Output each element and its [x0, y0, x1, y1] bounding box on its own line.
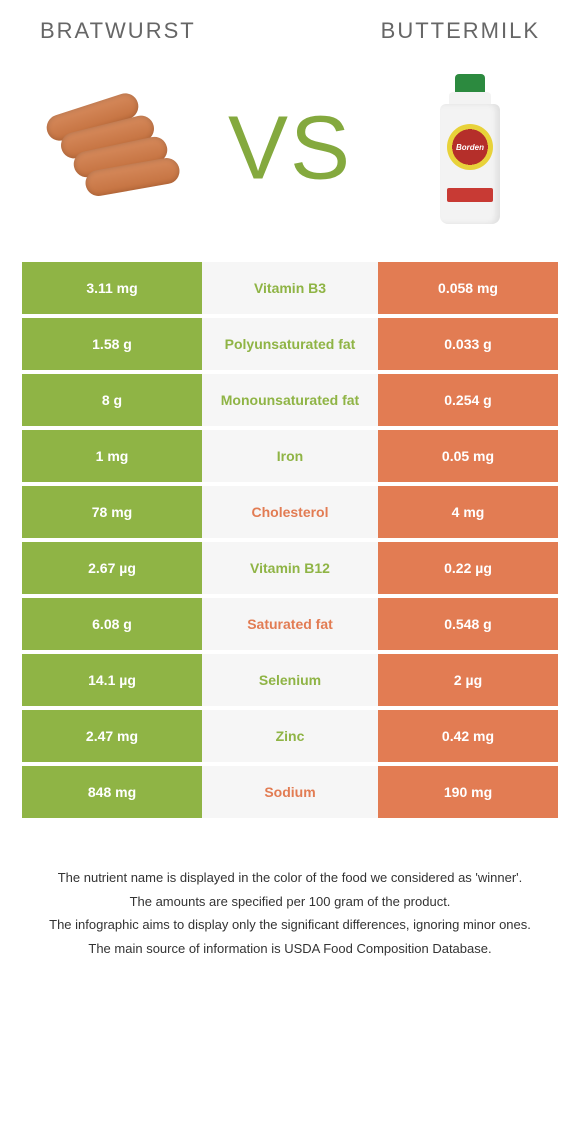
nutrient-name: Zinc — [202, 710, 378, 762]
right-food-title: Buttermilk — [381, 18, 540, 44]
nutrient-name: Monounsaturated fat — [202, 374, 378, 426]
left-value: 6.08 g — [22, 598, 202, 650]
left-value: 1 mg — [22, 430, 202, 482]
footer-line: The infographic aims to display only the… — [30, 915, 550, 935]
right-value: 2 µg — [378, 654, 558, 706]
left-value: 1.58 g — [22, 318, 202, 370]
table-row: 848 mgSodium190 mg — [22, 766, 558, 818]
right-value: 0.22 µg — [378, 542, 558, 594]
left-value: 848 mg — [22, 766, 202, 818]
header: Bratwurst Buttermilk — [0, 0, 580, 54]
nutrient-name: Selenium — [202, 654, 378, 706]
right-value: 0.05 mg — [378, 430, 558, 482]
right-value: 0.42 mg — [378, 710, 558, 762]
table-row: 1.58 gPolyunsaturated fat0.033 g — [22, 318, 558, 370]
bottle-brand-label: Borden — [447, 124, 493, 170]
footer-line: The nutrient name is displayed in the co… — [30, 868, 550, 888]
left-value: 2.47 mg — [22, 710, 202, 762]
nutrient-name: Vitamin B12 — [202, 542, 378, 594]
table-row: 6.08 gSaturated fat0.548 g — [22, 598, 558, 650]
left-value: 78 mg — [22, 486, 202, 538]
table-row: 8 gMonounsaturated fat0.254 g — [22, 374, 558, 426]
right-value: 4 mg — [378, 486, 558, 538]
hero: VS Borden — [20, 54, 560, 244]
footer-line: The main source of information is USDA F… — [30, 939, 550, 959]
bratwurst-image — [40, 79, 180, 219]
right-value: 0.033 g — [378, 318, 558, 370]
nutrient-table: 3.11 mgVitamin B30.058 mg1.58 gPolyunsat… — [22, 262, 558, 818]
nutrient-name: Iron — [202, 430, 378, 482]
table-row: 2.47 mgZinc0.42 mg — [22, 710, 558, 762]
vs-label: VS — [228, 98, 352, 201]
nutrient-name: Cholesterol — [202, 486, 378, 538]
footer-line: The amounts are specified per 100 gram o… — [30, 892, 550, 912]
table-row: 14.1 µgSelenium2 µg — [22, 654, 558, 706]
nutrient-name: Vitamin B3 — [202, 262, 378, 314]
right-value: 0.058 mg — [378, 262, 558, 314]
left-food-title: Bratwurst — [40, 18, 196, 44]
left-value: 3.11 mg — [22, 262, 202, 314]
buttermilk-image: Borden — [400, 79, 540, 219]
table-row: 78 mgCholesterol4 mg — [22, 486, 558, 538]
table-row: 1 mgIron0.05 mg — [22, 430, 558, 482]
right-value: 0.548 g — [378, 598, 558, 650]
right-value: 0.254 g — [378, 374, 558, 426]
footer-notes: The nutrient name is displayed in the co… — [30, 868, 550, 958]
right-value: 190 mg — [378, 766, 558, 818]
nutrient-name: Polyunsaturated fat — [202, 318, 378, 370]
left-value: 8 g — [22, 374, 202, 426]
nutrient-name: Saturated fat — [202, 598, 378, 650]
table-row: 2.67 µgVitamin B120.22 µg — [22, 542, 558, 594]
left-value: 14.1 µg — [22, 654, 202, 706]
table-row: 3.11 mgVitamin B30.058 mg — [22, 262, 558, 314]
left-value: 2.67 µg — [22, 542, 202, 594]
nutrient-name: Sodium — [202, 766, 378, 818]
